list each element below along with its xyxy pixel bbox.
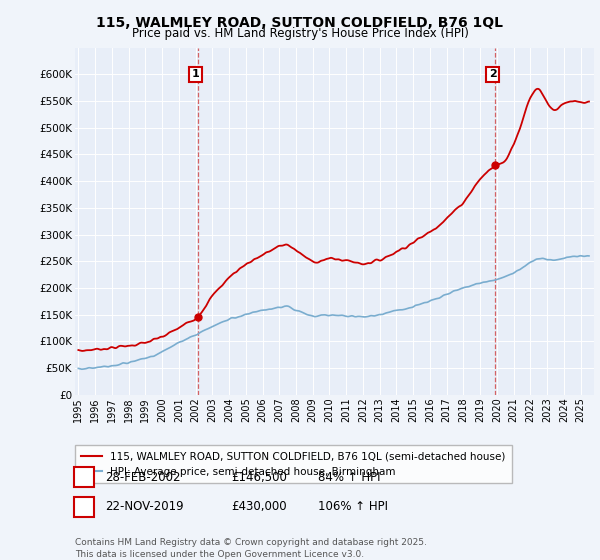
Text: 106% ↑ HPI: 106% ↑ HPI	[318, 500, 388, 514]
Text: 28-FEB-2002: 28-FEB-2002	[105, 470, 181, 484]
Text: £146,500: £146,500	[231, 470, 287, 484]
Text: Price paid vs. HM Land Registry's House Price Index (HPI): Price paid vs. HM Land Registry's House …	[131, 27, 469, 40]
Text: Contains HM Land Registry data © Crown copyright and database right 2025.
This d: Contains HM Land Registry data © Crown c…	[75, 538, 427, 559]
Text: 115, WALMLEY ROAD, SUTTON COLDFIELD, B76 1QL: 115, WALMLEY ROAD, SUTTON COLDFIELD, B76…	[97, 16, 503, 30]
Text: 2: 2	[489, 69, 497, 80]
Legend: 115, WALMLEY ROAD, SUTTON COLDFIELD, B76 1QL (semi-detached house), HPI: Average: 115, WALMLEY ROAD, SUTTON COLDFIELD, B76…	[75, 445, 512, 483]
Text: 1: 1	[80, 470, 88, 484]
Text: £430,000: £430,000	[231, 500, 287, 514]
Text: 2: 2	[80, 500, 88, 514]
Text: 22-NOV-2019: 22-NOV-2019	[105, 500, 184, 514]
Text: 84% ↑ HPI: 84% ↑ HPI	[318, 470, 380, 484]
Text: 1: 1	[191, 69, 199, 80]
